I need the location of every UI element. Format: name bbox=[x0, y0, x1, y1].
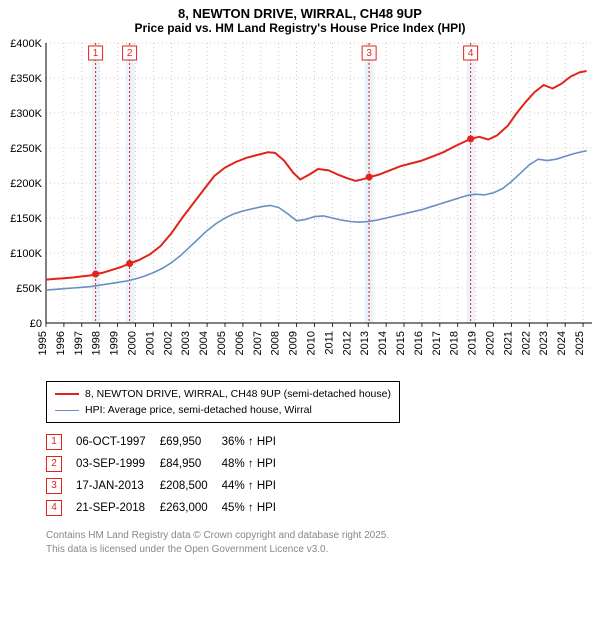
svg-text:2005: 2005 bbox=[216, 331, 228, 355]
svg-text:£0: £0 bbox=[30, 318, 42, 330]
legend-label: 8, NEWTON DRIVE, WIRRAL, CH48 9UP (semi-… bbox=[85, 388, 391, 400]
legend: 8, NEWTON DRIVE, WIRRAL, CH48 9UP (semi-… bbox=[46, 381, 400, 423]
sales-table: 1 06-OCT-1997 £69,950 36% ↑ HPI 2 03-SEP… bbox=[46, 431, 290, 519]
legend-swatch bbox=[55, 393, 79, 395]
attribution-line: Contains HM Land Registry data © Crown c… bbox=[46, 529, 600, 543]
title-line-1: 8, NEWTON DRIVE, WIRRAL, CH48 9UP bbox=[0, 6, 600, 21]
svg-text:2012: 2012 bbox=[341, 331, 353, 355]
sale-price: £69,950 bbox=[160, 431, 222, 453]
svg-text:2021: 2021 bbox=[502, 331, 514, 355]
svg-text:3: 3 bbox=[366, 48, 372, 59]
table-row: 2 03-SEP-1999 £84,950 48% ↑ HPI bbox=[46, 453, 290, 475]
sale-badge: 1 bbox=[46, 434, 62, 450]
sale-date: 03-SEP-1999 bbox=[76, 453, 160, 475]
svg-text:2019: 2019 bbox=[467, 331, 479, 355]
sale-date: 21-SEP-2018 bbox=[76, 497, 160, 519]
svg-text:2: 2 bbox=[127, 48, 133, 59]
svg-text:£400K: £400K bbox=[10, 38, 42, 50]
svg-text:2018: 2018 bbox=[449, 331, 461, 355]
svg-text:2009: 2009 bbox=[288, 331, 300, 355]
svg-text:1999: 1999 bbox=[109, 331, 121, 355]
line-chart-svg: £0 £50K £100K £150K £200K £250K £300K £350K £400… bbox=[0, 37, 600, 377]
legend-item: HPI: Average price, semi-detached house,… bbox=[55, 402, 391, 418]
svg-text:4: 4 bbox=[468, 48, 474, 59]
svg-text:2024: 2024 bbox=[556, 331, 568, 355]
svg-text:1998: 1998 bbox=[91, 331, 103, 355]
svg-text:£150K: £150K bbox=[10, 213, 42, 225]
chart-title: 8, NEWTON DRIVE, WIRRAL, CH48 9UP Price … bbox=[0, 0, 600, 37]
sale-delta: 44% ↑ HPI bbox=[222, 475, 290, 497]
legend-swatch bbox=[55, 410, 79, 411]
sale-delta: 45% ↑ HPI bbox=[222, 497, 290, 519]
svg-text:2006: 2006 bbox=[234, 331, 246, 355]
svg-text:2013: 2013 bbox=[359, 331, 371, 355]
sale-delta: 48% ↑ HPI bbox=[222, 453, 290, 475]
svg-text:£350K: £350K bbox=[10, 73, 42, 85]
svg-text:2020: 2020 bbox=[485, 331, 497, 355]
svg-text:2000: 2000 bbox=[127, 331, 139, 355]
sale-delta: 36% ↑ HPI bbox=[222, 431, 290, 453]
title-line-2: Price paid vs. HM Land Registry's House … bbox=[0, 21, 600, 35]
svg-text:2023: 2023 bbox=[538, 331, 550, 355]
svg-text:1995: 1995 bbox=[37, 331, 49, 355]
svg-text:2014: 2014 bbox=[377, 331, 389, 355]
table-row: 4 21-SEP-2018 £263,000 45% ↑ HPI bbox=[46, 497, 290, 519]
table-row: 3 17-JAN-2013 £208,500 44% ↑ HPI bbox=[46, 475, 290, 497]
svg-text:£100K: £100K bbox=[10, 248, 42, 260]
svg-text:£50K: £50K bbox=[16, 283, 42, 295]
svg-text:2010: 2010 bbox=[306, 331, 318, 355]
sale-price: £263,000 bbox=[160, 497, 222, 519]
svg-text:1996: 1996 bbox=[55, 331, 67, 355]
chart-area: £0 £50K £100K £150K £200K £250K £300K £350K £400… bbox=[0, 37, 600, 377]
svg-text:2002: 2002 bbox=[162, 331, 174, 355]
chart-container: { "title": { "line1": "8, NEWTON DRIVE, … bbox=[0, 0, 600, 564]
svg-text:1997: 1997 bbox=[73, 331, 85, 355]
svg-text:£200K: £200K bbox=[10, 178, 42, 190]
sale-date: 17-JAN-2013 bbox=[76, 475, 160, 497]
sale-price: £208,500 bbox=[160, 475, 222, 497]
svg-text:2003: 2003 bbox=[180, 331, 192, 355]
legend-item: 8, NEWTON DRIVE, WIRRAL, CH48 9UP (semi-… bbox=[55, 386, 391, 402]
attribution-line: This data is licensed under the Open Gov… bbox=[46, 543, 600, 557]
svg-text:2015: 2015 bbox=[395, 331, 407, 355]
sale-price: £84,950 bbox=[160, 453, 222, 475]
svg-text:2008: 2008 bbox=[270, 331, 282, 355]
svg-text:2022: 2022 bbox=[520, 331, 532, 355]
svg-text:£250K: £250K bbox=[10, 143, 42, 155]
legend-label: HPI: Average price, semi-detached house,… bbox=[85, 404, 312, 416]
svg-text:2025: 2025 bbox=[574, 331, 586, 355]
sale-badge: 3 bbox=[46, 478, 62, 494]
svg-text:2017: 2017 bbox=[431, 331, 443, 355]
svg-text:2001: 2001 bbox=[144, 331, 156, 355]
svg-text:2016: 2016 bbox=[413, 331, 425, 355]
table-row: 1 06-OCT-1997 £69,950 36% ↑ HPI bbox=[46, 431, 290, 453]
attribution: Contains HM Land Registry data © Crown c… bbox=[46, 529, 600, 564]
svg-text:2007: 2007 bbox=[252, 331, 264, 355]
svg-text:£300K: £300K bbox=[10, 108, 42, 120]
sale-badge: 2 bbox=[46, 456, 62, 472]
svg-text:1: 1 bbox=[93, 48, 99, 59]
svg-text:2011: 2011 bbox=[323, 331, 335, 355]
svg-text:2004: 2004 bbox=[198, 331, 210, 355]
sale-badge: 4 bbox=[46, 500, 62, 516]
sale-date: 06-OCT-1997 bbox=[76, 431, 160, 453]
